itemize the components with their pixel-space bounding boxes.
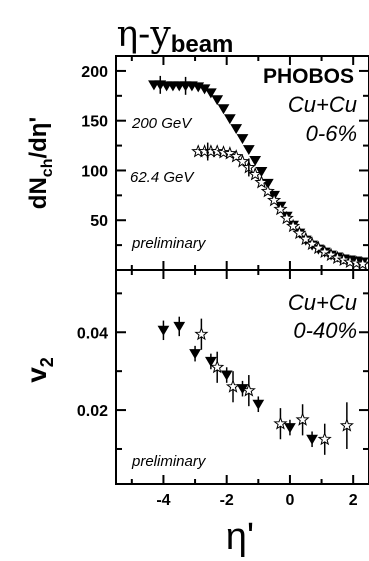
experiment-label: PHOBOS — [263, 65, 354, 88]
bottom-ytick-label: 0.02 — [77, 403, 108, 420]
figure-title-main: η-y — [117, 14, 172, 55]
top-point-star — [330, 250, 345, 265]
bottom-point-star — [241, 383, 256, 397]
top-ytick-label: 150 — [81, 114, 108, 131]
bottom-panel-ticks: 0.02 0.04 -4 -2 0 2 — [77, 270, 369, 509]
top-ylabel-main: dN — [25, 177, 52, 209]
top-point-filled — [242, 145, 255, 156]
top-point-filled — [230, 124, 243, 135]
bottom-system-label: Cu+Cu — [288, 290, 357, 315]
bottom-point-filled — [173, 321, 186, 332]
top-ylabel-sub: ch — [39, 159, 56, 178]
top-point-star — [273, 201, 288, 216]
top-ytick-label: 200 — [81, 64, 108, 81]
top-point-star — [323, 247, 339, 262]
top-point-star — [210, 144, 225, 158]
top-point-star — [216, 145, 231, 159]
top-ylabel-tail: /dη' — [25, 117, 52, 159]
top-centrality-label: 0-6% — [306, 121, 357, 146]
top-point-star — [342, 254, 358, 269]
bottom-xtick-label: 0 — [285, 492, 294, 509]
top-ytick-label: 100 — [81, 163, 108, 180]
bottom-point-filled — [157, 325, 170, 336]
top-ylabel: dNch/dη' — [25, 117, 56, 209]
top-point-filled — [205, 88, 217, 99]
top-point-star — [355, 256, 369, 271]
bottom-point-star — [317, 431, 332, 446]
figure-title: η-ybeam — [117, 14, 234, 58]
bottom-point-star — [295, 412, 310, 426]
bottom-ytick-label: 0.04 — [77, 325, 108, 342]
top-point-star — [286, 218, 301, 233]
top-point-filled — [223, 114, 236, 125]
top-point-star — [298, 231, 313, 246]
top-point-star — [317, 244, 332, 259]
bottom-point-filled — [205, 356, 217, 367]
top-point-star — [279, 210, 294, 225]
bottom-point-filled — [252, 399, 265, 410]
top-series — [191, 144, 369, 271]
bottom-point-filled — [306, 434, 318, 445]
top-preliminary: preliminary — [131, 235, 207, 252]
bottom-point-star — [273, 416, 288, 430]
top-point-star — [292, 225, 307, 240]
top-panel-ticks: 50 100 150 200 — [81, 56, 369, 270]
bottom-point-filled — [284, 423, 296, 434]
top-point-filled — [249, 156, 262, 166]
top-point-star — [267, 192, 282, 207]
bottom-centrality-label: 0-40% — [293, 318, 357, 343]
top-point-star — [235, 154, 250, 168]
top-point-star — [349, 255, 364, 270]
top-panel: 50 100 150 200 dNch/dη' PHOBOS Cu+Cu 0-6% 2… — [25, 55, 369, 271]
top-panel-series — [148, 75, 369, 271]
x-axis-label: η' — [226, 516, 254, 558]
bottom-xtick-label: -2 — [220, 492, 234, 509]
top-ytick-label: 50 — [90, 213, 108, 230]
top-point-star — [311, 240, 326, 255]
top-point-star — [222, 146, 237, 160]
top-point-star — [336, 252, 351, 267]
top-point-star — [248, 166, 263, 181]
bottom-series — [194, 318, 354, 455]
bottom-series — [157, 316, 318, 448]
bottom-preliminary: preliminary — [131, 453, 207, 470]
bottom-point-star — [339, 418, 354, 432]
bottom-point-filled — [220, 370, 233, 381]
bottom-point-star — [194, 326, 209, 341]
bottom-xtick-label: -4 — [156, 492, 170, 509]
top-point-filled — [211, 95, 224, 106]
bottom-panel-series — [157, 316, 354, 455]
top-point-star — [260, 184, 275, 198]
bottom-panel-frame — [115, 269, 369, 485]
bottom-ylabel: v2 — [21, 357, 57, 383]
bottom-point-star — [225, 379, 241, 393]
top-point-star — [254, 174, 269, 189]
bottom-point-star — [210, 359, 225, 374]
bottom-panel: 0.020.04-4 -2 0 2 v2 Cu+Cu 0-40% preliminar… — [21, 269, 369, 509]
label-200gev: 200 GeV — [131, 115, 193, 132]
top-system-label: Cu+Cu — [288, 92, 357, 117]
top-point-star — [305, 236, 320, 251]
bottom-ylabel-sub: 2 — [37, 357, 57, 367]
top-point-star — [229, 149, 244, 163]
bottom-point-filled — [189, 349, 201, 360]
bottom-xtick-label: 2 — [349, 492, 358, 509]
top-point-filled — [236, 134, 249, 145]
top-point-filled — [255, 166, 268, 177]
figure-title-sub: beam — [171, 31, 234, 58]
top-point-filled — [217, 104, 230, 115]
bottom-ylabel-main: v — [21, 367, 52, 383]
label-62gev: 62.4 GeV — [130, 169, 195, 186]
